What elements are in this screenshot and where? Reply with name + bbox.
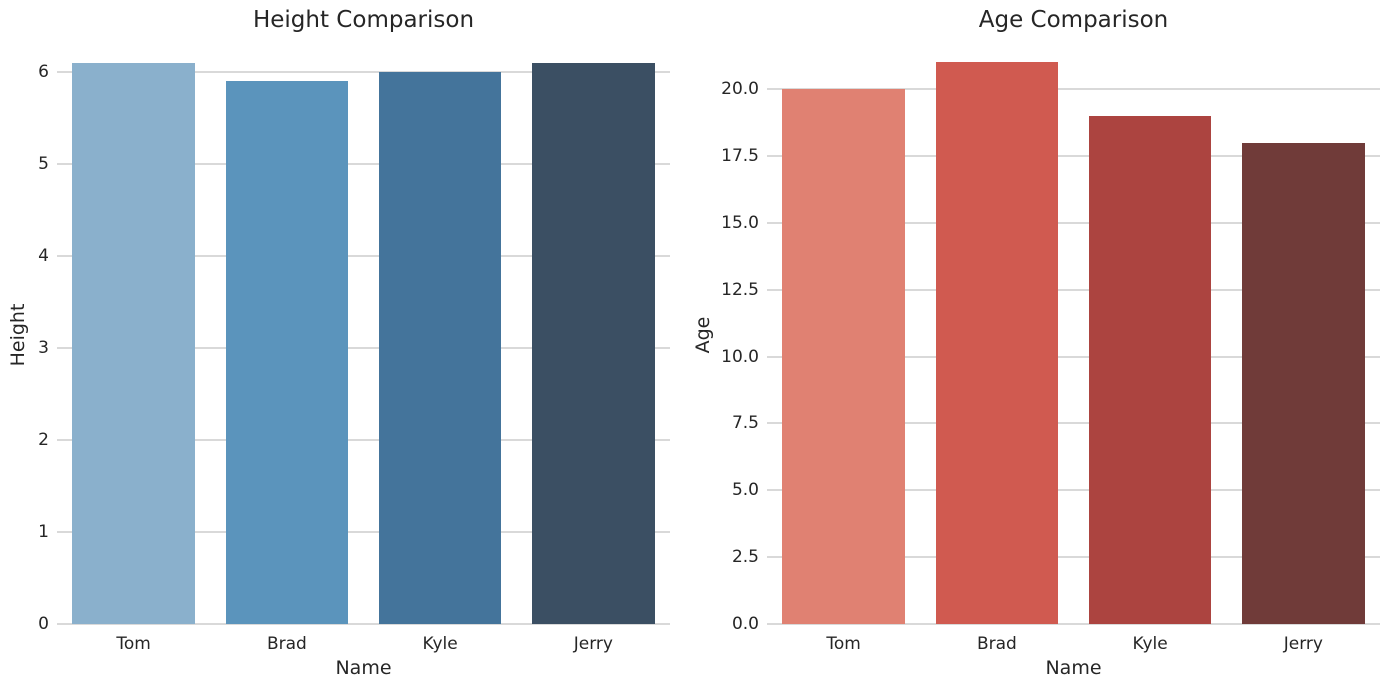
- y-tick-label: 2: [38, 429, 49, 450]
- y-tick-label: 0: [38, 614, 49, 634]
- y-tick-label: 20.0: [721, 79, 759, 100]
- gridline: 1: [38, 522, 670, 542]
- gridline: 0: [38, 614, 670, 634]
- x-axis-label: Name: [335, 657, 392, 679]
- y-tick-label: 17.5: [721, 146, 759, 166]
- gridline: 4: [38, 246, 670, 266]
- y-tick-label: 5: [38, 153, 49, 174]
- y-tick-label: 6: [38, 61, 49, 82]
- bar-tom: [72, 62, 195, 624]
- y-tick-label: 7.5: [731, 413, 759, 434]
- gridline: 5: [38, 154, 670, 174]
- x-tick-label: Jerry: [573, 634, 613, 654]
- y-tick-label: 4: [38, 245, 49, 266]
- gridline: 0.0: [732, 614, 1380, 634]
- bar-brad: [225, 80, 349, 624]
- y-tick-label: 10.0: [721, 346, 759, 367]
- gridline: 12.5: [721, 280, 1380, 300]
- chart-title: Height Comparison: [252, 7, 475, 33]
- chart-title: Age Comparison: [978, 7, 1169, 33]
- age-comparison-subplot: Age Comparison Age 0.0 2.5 5.0 7.5 10.0 12.5 1…: [692, 7, 1380, 679]
- bar-jerry: [1242, 142, 1365, 624]
- gridline: 7.5: [732, 413, 1380, 433]
- plot-area: 0.0 2.5 5.0 7.5 10.0 12.5 15.0 17.5 20.0 Tom Brad K…: [721, 45, 1380, 654]
- y-tick-label: 3: [38, 337, 49, 358]
- x-tick-label: Kyle: [422, 634, 458, 654]
- y-axis-label: Height: [7, 303, 29, 366]
- x-tick-label: Kyle: [1132, 634, 1168, 654]
- x-tick-label: Jerry: [1283, 634, 1323, 654]
- gridline: 15.0: [721, 213, 1380, 233]
- gridline: 6: [38, 62, 670, 82]
- y-tick-label: 15.0: [721, 212, 759, 233]
- y-tick-label: 1: [38, 521, 49, 542]
- y-tick-label: 2.5: [731, 547, 759, 568]
- bar-kyle: [1088, 115, 1212, 624]
- x-tick-label: Brad: [976, 634, 1017, 654]
- gridline: 2.5: [732, 547, 1380, 567]
- gridline: 10.0: [721, 347, 1380, 367]
- plot-area: 0 1 2 3 4 5 6 Tom Brad Kyle Jerry: [38, 45, 670, 654]
- gridline: 5.0: [732, 480, 1380, 500]
- bar-brad: [935, 62, 1059, 624]
- bar-tom: [782, 89, 905, 624]
- y-tick-label: 5.0: [731, 480, 759, 501]
- y-tick-label: 0.0: [731, 614, 759, 634]
- gridline: 2: [38, 430, 670, 450]
- x-tick-label: Tom: [826, 634, 861, 654]
- gridline: 17.5: [721, 146, 1380, 166]
- gridline: 20.0: [721, 79, 1380, 99]
- gridline: 3: [38, 338, 670, 358]
- x-tick-label: Tom: [116, 634, 151, 654]
- x-tick-label: Brad: [266, 634, 307, 654]
- bar-jerry: [532, 62, 655, 624]
- y-axis-label: Age: [692, 316, 714, 353]
- bar-kyle: [378, 71, 502, 624]
- height-comparison-subplot: Height Comparison Height 0 1 2 3 4 5 6 Tom Brad K…: [7, 7, 670, 679]
- y-tick-label: 12.5: [721, 279, 759, 300]
- x-axis-label: Name: [1045, 657, 1102, 679]
